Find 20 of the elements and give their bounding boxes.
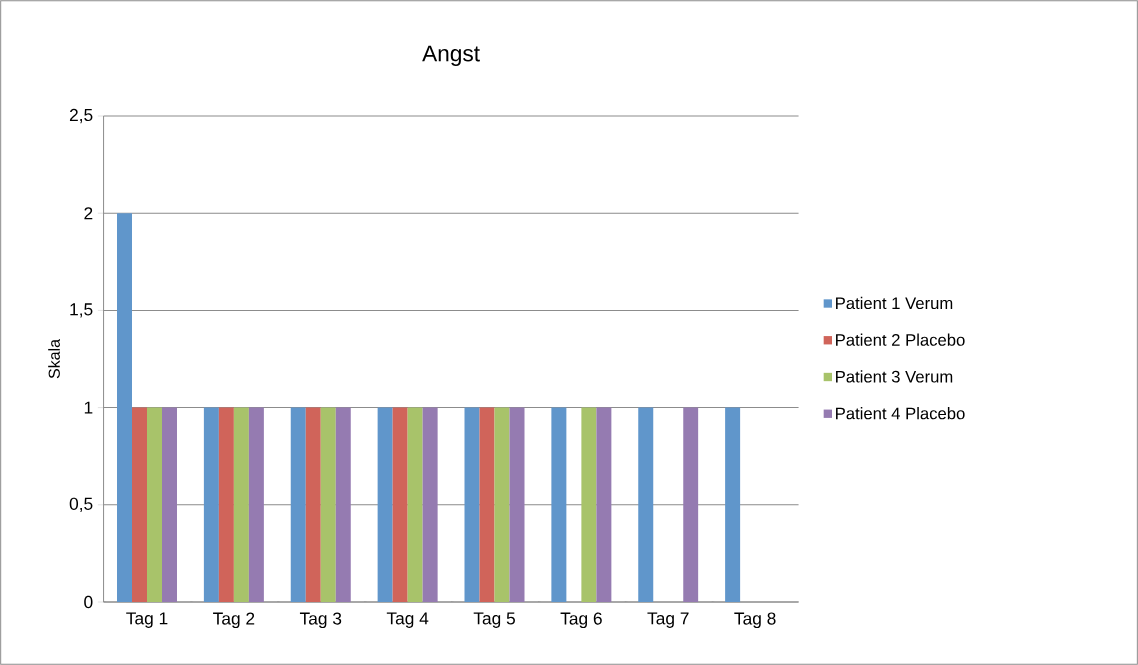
y-axis-title: Skala bbox=[48, 339, 60, 379]
legend-label: Patient 3 Verum bbox=[836, 370, 953, 383]
legend-label: Patient 4 Placebo bbox=[836, 407, 965, 420]
y-tick-label: 2,5 bbox=[69, 108, 93, 124]
x-tick-label: Tag 8 bbox=[734, 612, 776, 629]
chart-title: Angst bbox=[422, 45, 480, 66]
x-tick-label: Tag 7 bbox=[647, 612, 689, 628]
y-tick-label: 0,5 bbox=[69, 497, 93, 512]
y-tick-label: 1 bbox=[84, 401, 93, 414]
x-tick-label: Tag 6 bbox=[560, 612, 602, 629]
y-tick-label: 2 bbox=[84, 207, 93, 220]
x-tick-label: Tag 3 bbox=[299, 612, 342, 629]
x-tick-label: Tag 5 bbox=[473, 612, 515, 628]
y-tick-label: 0 bbox=[84, 595, 93, 609]
x-tick-label: Tag 2 bbox=[213, 612, 255, 629]
y-tick-label: 1,5 bbox=[70, 303, 93, 318]
legend-label: Patient 1 Verum bbox=[836, 296, 953, 310]
x-tick-label: Tag 4 bbox=[386, 612, 429, 628]
legend-label: Patient 2 Placebo bbox=[836, 333, 965, 346]
x-tick-label: Tag 1 bbox=[126, 612, 168, 628]
